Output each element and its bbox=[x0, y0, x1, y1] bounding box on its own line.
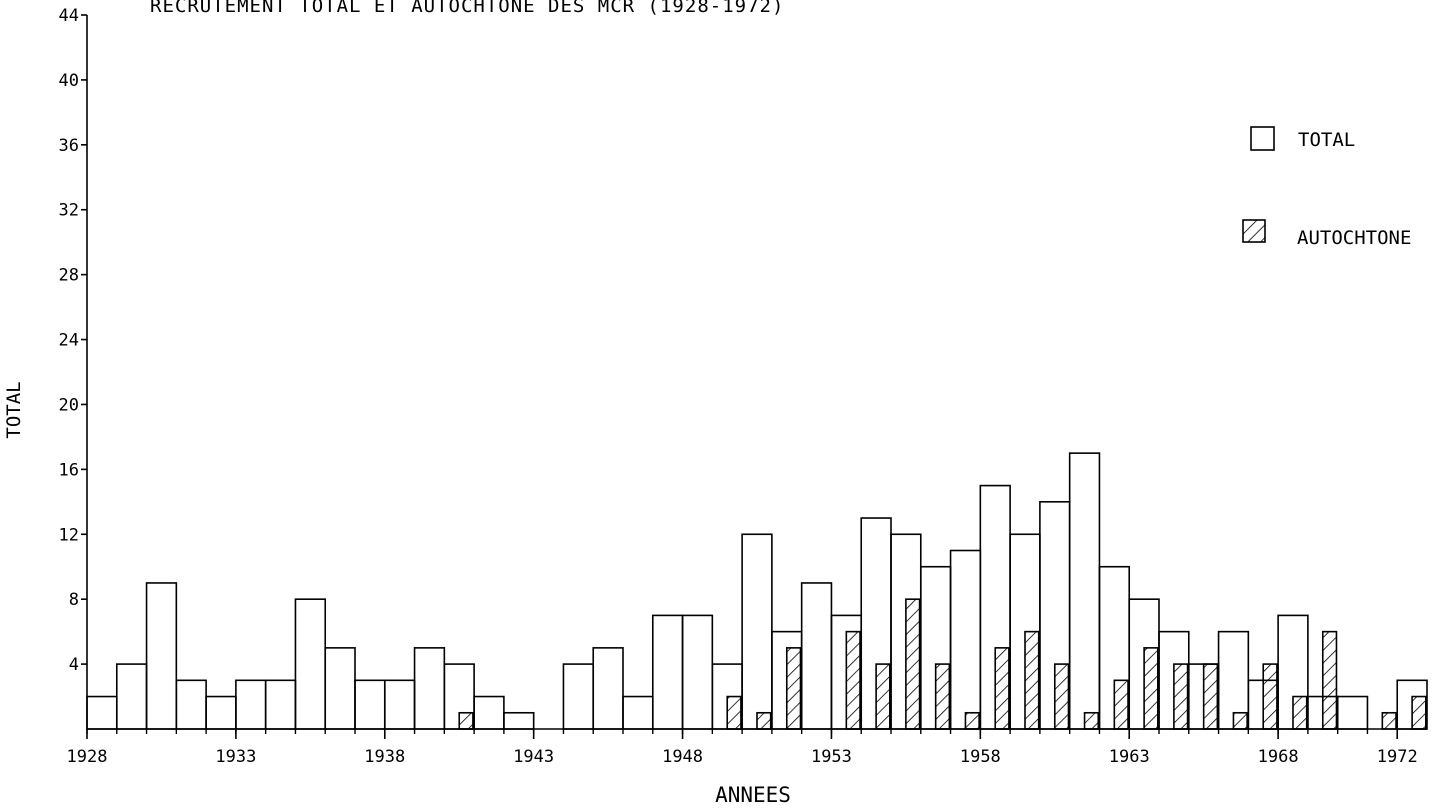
y-tick-label: 16 bbox=[59, 460, 79, 480]
y-tick-label: 24 bbox=[59, 331, 79, 351]
bar-total bbox=[800, 582, 833, 730]
x-tick-label: 1933 bbox=[215, 747, 256, 767]
y-tick-label: 32 bbox=[59, 201, 79, 221]
bar-total bbox=[264, 679, 297, 730]
bar-autochtone bbox=[1232, 711, 1248, 730]
bar-autochtone bbox=[1381, 711, 1397, 730]
bar-autochtone bbox=[1292, 695, 1308, 730]
legend: TOTAL AUTOCHTONE bbox=[1242, 126, 1411, 249]
bar-total bbox=[622, 695, 654, 730]
total-series bbox=[86, 452, 1428, 730]
x-axis-label: ANNEES bbox=[715, 783, 791, 807]
bar-autochtone bbox=[1113, 679, 1129, 730]
bar-total bbox=[473, 695, 505, 730]
x-tick-label: 1972 bbox=[1377, 747, 1418, 767]
bar-total bbox=[651, 614, 684, 730]
x-tick-label: 1968 bbox=[1258, 747, 1299, 767]
bar-total bbox=[741, 533, 773, 730]
bar-total bbox=[145, 582, 178, 730]
x-tick-label: 1938 bbox=[364, 747, 405, 767]
bar-autochtone bbox=[1321, 630, 1338, 730]
bar-total bbox=[324, 647, 356, 730]
y-tick-label: 36 bbox=[59, 136, 79, 156]
bar-autochtone bbox=[964, 711, 980, 730]
bar-total bbox=[562, 663, 595, 730]
legend-swatch-total bbox=[1250, 126, 1275, 151]
x-tick-label: 1943 bbox=[513, 747, 554, 767]
bar-autochtone bbox=[1411, 695, 1427, 730]
bar-total bbox=[354, 679, 386, 730]
bar-autochtone bbox=[726, 695, 742, 730]
bar-autochtone bbox=[845, 630, 861, 730]
bar-total bbox=[115, 663, 148, 730]
bar-autochtone bbox=[994, 647, 1010, 730]
bar-total bbox=[503, 711, 535, 730]
bar-total bbox=[1336, 695, 1369, 730]
bar-autochtone bbox=[1173, 663, 1189, 730]
bar-autochtone bbox=[458, 711, 474, 730]
bar-total bbox=[205, 695, 237, 730]
autochtone-series bbox=[458, 598, 1427, 730]
x-tick-label: 1953 bbox=[811, 747, 852, 767]
bar-autochtone bbox=[905, 598, 921, 730]
bar-autochtone bbox=[934, 663, 951, 730]
x-tick-label: 1948 bbox=[662, 747, 703, 767]
bar-total bbox=[1068, 452, 1101, 730]
x-tick-label: 1928 bbox=[67, 747, 108, 767]
bar-total bbox=[681, 614, 714, 730]
y-tick-label: 4 bbox=[69, 655, 79, 675]
x-axis: 1928 1933 1938 1943 1948 1953 1958 1963 1968 1972 bbox=[67, 728, 1427, 767]
chart-title: RECRUTEMENT TOTAL ET AUTOCHTONE DES MCR … bbox=[150, 0, 784, 17]
y-axis: 4 8 12 16 20 24 28 32 36 40 44 bbox=[59, 6, 88, 729]
bar-total bbox=[949, 549, 982, 730]
bar-autochtone bbox=[1262, 663, 1278, 730]
bar-autochtone bbox=[1083, 711, 1100, 730]
bar-total bbox=[383, 679, 416, 730]
bar-total bbox=[175, 679, 207, 730]
y-tick-label: 40 bbox=[59, 71, 79, 91]
bar-autochtone bbox=[1143, 647, 1159, 730]
legend-label-total: TOTAL bbox=[1298, 129, 1355, 151]
legend-swatch-autochtone bbox=[1242, 219, 1266, 243]
bar-autochtone bbox=[1024, 630, 1040, 730]
bar-total bbox=[86, 695, 118, 730]
bar-autochtone bbox=[756, 711, 772, 730]
bar-total bbox=[294, 598, 327, 730]
bar-total bbox=[592, 647, 624, 730]
x-tick-label: 1958 bbox=[960, 747, 1001, 767]
y-tick-label: 20 bbox=[59, 395, 79, 415]
y-tick-label: 8 bbox=[69, 590, 79, 610]
bar-total bbox=[235, 679, 267, 730]
y-axis-label: TOTAL bbox=[3, 381, 25, 438]
y-tick-label: 28 bbox=[59, 266, 79, 286]
bar-autochtone bbox=[1202, 663, 1219, 730]
bar-total bbox=[413, 647, 446, 730]
y-tick-label: 44 bbox=[59, 6, 79, 26]
y-tick-label: 12 bbox=[59, 525, 79, 545]
legend-label-autochtone: AUTOCHTONE bbox=[1297, 227, 1411, 249]
x-tick-label: 1963 bbox=[1109, 747, 1150, 767]
bar-autochtone bbox=[785, 647, 802, 730]
bar-autochtone bbox=[1053, 663, 1070, 730]
bar-autochtone bbox=[875, 663, 891, 730]
